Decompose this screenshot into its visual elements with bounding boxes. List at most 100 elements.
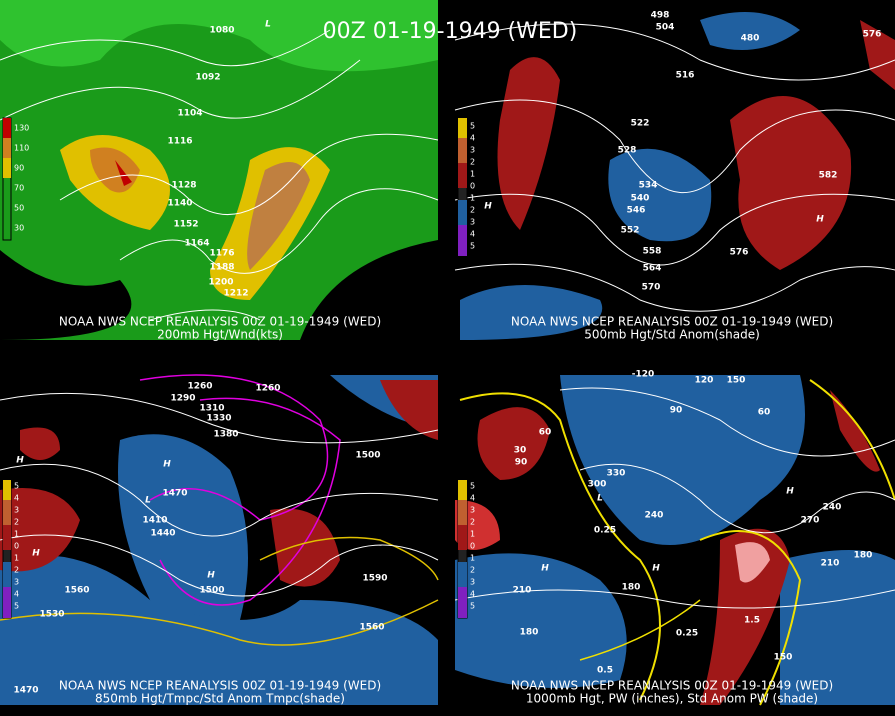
legend-label: 5 [470, 482, 475, 491]
contour-label: 576 [730, 248, 749, 258]
legend-label: 3 [14, 506, 19, 515]
legend-label: 0 [14, 542, 19, 551]
contour-label: 90 [670, 406, 683, 416]
contour-label: 0.25 [676, 629, 698, 639]
panel-1000mb [454, 375, 895, 706]
panel-caption: 200mb Hgt/Wnd(kts) [157, 328, 283, 342]
legend-label: 30 [14, 224, 24, 233]
contour-label: 30 [514, 446, 527, 456]
legend-label: 1 [470, 554, 475, 563]
contour-label: 552 [621, 226, 640, 236]
contour-label: 1560 [64, 586, 89, 596]
legend-label: 2 [470, 518, 475, 527]
legend-label: 1 [470, 194, 475, 203]
legend-label: 70 [14, 184, 24, 193]
contour-label: 1500 [199, 586, 224, 596]
contour-label: 1188 [209, 263, 234, 273]
contour-label: 1152 [173, 220, 198, 230]
contour-label: H [163, 460, 171, 470]
contour-label: 180 [854, 551, 873, 561]
legend-label: 4 [470, 230, 475, 239]
legend-label: 3 [14, 578, 19, 587]
contour-label: 1140 [167, 199, 192, 209]
contour-label: 1176 [209, 249, 234, 259]
legend-label: 5 [470, 602, 475, 611]
contour-label: L [597, 494, 603, 504]
contour-label: 1310 [199, 404, 224, 414]
legend-label: 2 [14, 518, 19, 527]
panel-caption: 500mb Hgt/Std Anom(shade) [584, 328, 760, 342]
contour-label: 564 [643, 264, 662, 274]
legend-label: 5 [14, 482, 19, 491]
legend-label: 50 [14, 204, 24, 213]
legend-label: 1 [470, 530, 475, 539]
contour-label: 1092 [195, 73, 220, 83]
source-label: NOAA NWS NCEP REANALYSIS 00Z 01-19-1949 … [511, 315, 833, 329]
contour-label: 90 [515, 458, 528, 468]
contour-label: 1470 [162, 489, 187, 499]
source-label: NOAA NWS NCEP REANALYSIS 00Z 01-19-1949 … [511, 679, 833, 693]
legend-label: 130 [14, 124, 29, 133]
legend-label: 4 [14, 494, 19, 503]
legend-label: 0 [470, 542, 475, 551]
contour-label: 210 [821, 559, 840, 569]
legend-label: 0 [470, 182, 475, 191]
contour-label: 60 [539, 428, 552, 438]
legend-label: 110 [14, 144, 29, 153]
panel-200mb [0, 0, 439, 340]
contour-label: 1380 [213, 430, 238, 440]
legend-label: 1 [14, 554, 19, 563]
contour-label: 180 [622, 583, 641, 593]
contour-label: 0.25 [594, 526, 616, 536]
contour-label: 1128 [171, 181, 196, 191]
legend-label: 4 [470, 134, 475, 143]
contour-label: 480 [741, 34, 760, 44]
contour-label: 0.5 [597, 666, 613, 676]
source-label: NOAA NWS NCEP REANALYSIS 00Z 01-19-1949 … [59, 315, 381, 329]
contour-label: 546 [627, 206, 646, 216]
contour-label: 516 [676, 71, 695, 81]
legend-label: 5 [470, 242, 475, 251]
contour-label: 1164 [184, 239, 209, 249]
contour-label: 330 [607, 469, 626, 479]
contour-label: 576 [863, 30, 882, 40]
legend-label: 4 [14, 590, 19, 599]
panel-500mb [454, 0, 895, 340]
legend-label: 3 [470, 218, 475, 227]
contour-label: 210 [513, 586, 532, 596]
contour-label: 558 [643, 247, 662, 257]
contour-label: 180 [520, 628, 539, 638]
contour-label: 1410 [142, 516, 167, 526]
panel-850mb [0, 374, 439, 705]
contour-label: 60 [758, 408, 771, 418]
contour-label: 540 [631, 194, 650, 204]
contour-label: 1560 [359, 623, 384, 633]
contour-label: 240 [823, 503, 842, 513]
map-title: 00Z 01-19-1949 (WED) [323, 19, 578, 44]
contour-label: -120 [632, 370, 655, 380]
contour-label: 1590 [362, 574, 387, 584]
source-label: NOAA NWS NCEP REANALYSIS 00Z 01-19-1949 … [59, 679, 381, 693]
contour-label: 534 [639, 181, 658, 191]
contour-label: 1530 [39, 610, 64, 620]
contour-label: 1260 [187, 382, 212, 392]
contour-label: H [652, 564, 660, 574]
contour-label: 1500 [355, 451, 380, 461]
contour-label: 1200 [208, 278, 233, 288]
legend-label: 5 [470, 122, 475, 131]
legend-label: 2 [470, 206, 475, 215]
contour-label: 1330 [206, 414, 231, 424]
contour-label: L [145, 496, 151, 506]
contour-label: 528 [618, 146, 637, 156]
contour-label: 300 [588, 480, 607, 490]
legend-label: 5 [14, 602, 19, 611]
contour-label: L [265, 20, 271, 30]
contour-label: H [484, 202, 492, 212]
contour-label: H [32, 549, 40, 559]
contour-label: 150 [774, 653, 793, 663]
contour-label: 570 [642, 283, 661, 293]
legend-label: 3 [470, 506, 475, 515]
contour-label: H [207, 571, 215, 581]
contour-label: 1212 [223, 289, 248, 299]
